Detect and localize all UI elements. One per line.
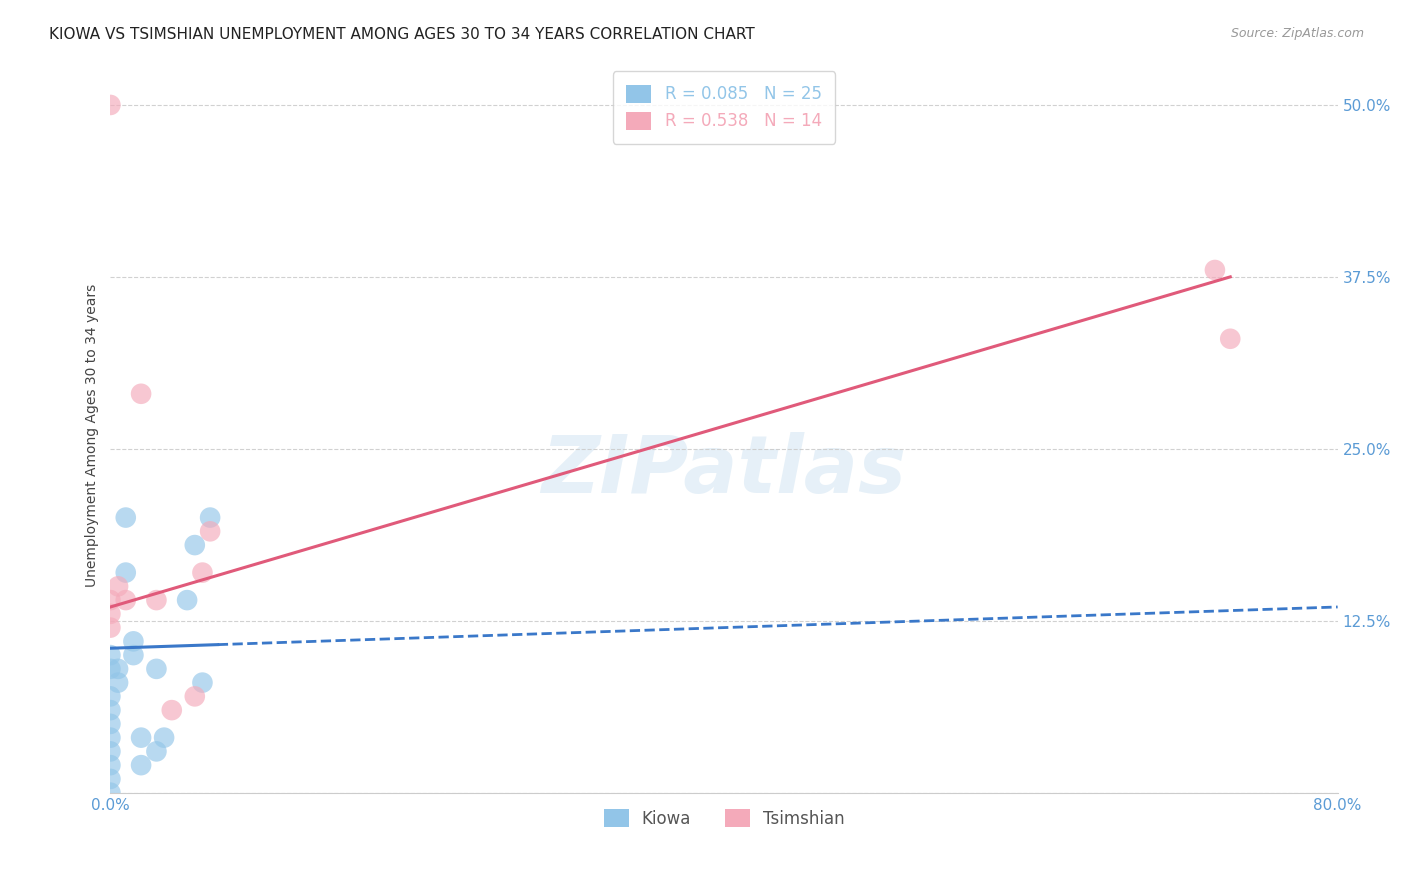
- Point: [100, 703, 122, 717]
- Point: [100, 648, 122, 662]
- Text: Source: ZipAtlas.com: Source: ZipAtlas.com: [1230, 27, 1364, 40]
- Point: [114, 593, 136, 607]
- Text: KIOWA VS TSIMSHIAN UNEMPLOYMENT AMONG AGES 30 TO 34 YEARS CORRELATION CHART: KIOWA VS TSIMSHIAN UNEMPLOYMENT AMONG AG…: [49, 27, 755, 42]
- Point: [100, 786, 122, 800]
- Point: [100, 593, 122, 607]
- Point: [122, 634, 145, 648]
- Point: [1219, 332, 1241, 346]
- Point: [100, 731, 122, 745]
- Point: [107, 662, 129, 676]
- Point: [160, 703, 183, 717]
- Point: [153, 731, 176, 745]
- Point: [145, 593, 167, 607]
- Point: [191, 675, 214, 690]
- Point: [100, 690, 122, 704]
- Point: [114, 510, 136, 524]
- Point: [129, 386, 152, 401]
- Point: [145, 662, 167, 676]
- Point: [107, 579, 129, 593]
- Point: [1204, 263, 1226, 277]
- Point: [129, 758, 152, 772]
- Point: [100, 662, 122, 676]
- Point: [100, 621, 122, 635]
- Point: [184, 690, 207, 704]
- Y-axis label: Unemployment Among Ages 30 to 34 years: Unemployment Among Ages 30 to 34 years: [86, 284, 100, 587]
- Point: [100, 772, 122, 786]
- Point: [100, 744, 122, 758]
- Point: [198, 524, 221, 539]
- Point: [129, 731, 152, 745]
- Point: [100, 98, 122, 112]
- Point: [198, 510, 221, 524]
- Point: [100, 607, 122, 621]
- Point: [114, 566, 136, 580]
- Point: [122, 648, 145, 662]
- Point: [145, 744, 167, 758]
- Legend: Kiowa, Tsimshian: Kiowa, Tsimshian: [598, 803, 851, 834]
- Point: [184, 538, 207, 552]
- Point: [176, 593, 198, 607]
- Point: [191, 566, 214, 580]
- Point: [100, 717, 122, 731]
- Point: [100, 758, 122, 772]
- Text: ZIPatlas: ZIPatlas: [541, 432, 907, 510]
- Point: [107, 675, 129, 690]
